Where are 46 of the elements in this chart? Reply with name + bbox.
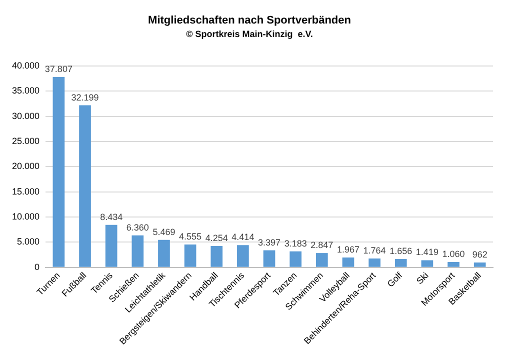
data-label: 4.414 bbox=[232, 232, 254, 242]
data-label: 3.183 bbox=[284, 238, 307, 248]
bar bbox=[474, 262, 486, 267]
x-tick-label: Golf bbox=[385, 270, 404, 290]
data-label: 6.360 bbox=[126, 222, 149, 232]
bar bbox=[52, 77, 65, 267]
data-label: 5.469 bbox=[152, 226, 176, 237]
data-label: 8.434 bbox=[100, 212, 123, 222]
data-label: 2.847 bbox=[310, 240, 334, 250]
bar bbox=[448, 262, 460, 267]
bar bbox=[105, 224, 118, 267]
y-tick-label: 20.000 bbox=[12, 161, 40, 172]
data-label: 4.254 bbox=[205, 232, 228, 243]
data-label: 962 bbox=[472, 250, 488, 260]
bar bbox=[79, 105, 91, 267]
data-label: 1.967 bbox=[336, 244, 360, 254]
bar bbox=[290, 251, 302, 267]
chart-title: Mitgliedschaften nach Sportverbänden bbox=[148, 14, 352, 27]
y-tick-label: 0 bbox=[34, 262, 40, 272]
data-label: 1.656 bbox=[390, 246, 412, 256]
y-tick-label: 40.000 bbox=[12, 60, 40, 70]
data-label: 1.060 bbox=[442, 249, 465, 260]
data-label: 3.397 bbox=[258, 237, 281, 248]
data-label: 37.807 bbox=[44, 64, 72, 74]
data-label: 1.419 bbox=[416, 247, 438, 258]
y-tick-label: 15.000 bbox=[12, 186, 40, 196]
bar bbox=[184, 244, 196, 267]
y-tick-label: 35.000 bbox=[12, 86, 40, 96]
y-tick-label: 30.000 bbox=[12, 110, 40, 121]
y-tick-label: 10.000 bbox=[12, 212, 40, 222]
bar bbox=[132, 235, 144, 267]
data-label: 1.764 bbox=[363, 245, 386, 256]
y-tick-label: 5.000 bbox=[16, 236, 40, 247]
data-label: 32.199 bbox=[71, 92, 99, 102]
bar bbox=[263, 250, 276, 267]
data-label: 4.555 bbox=[179, 231, 202, 242]
bar bbox=[316, 253, 328, 267]
bar bbox=[237, 245, 249, 267]
bar bbox=[421, 260, 434, 267]
bar bbox=[342, 257, 354, 267]
bar bbox=[158, 240, 170, 267]
y-tick-label: 25.000 bbox=[12, 136, 40, 146]
bar bbox=[368, 258, 380, 267]
bar bbox=[394, 259, 407, 267]
bar bbox=[210, 246, 223, 267]
chart-subtitle: © Sportkreis Main-Kinzig e.V. bbox=[186, 29, 313, 40]
